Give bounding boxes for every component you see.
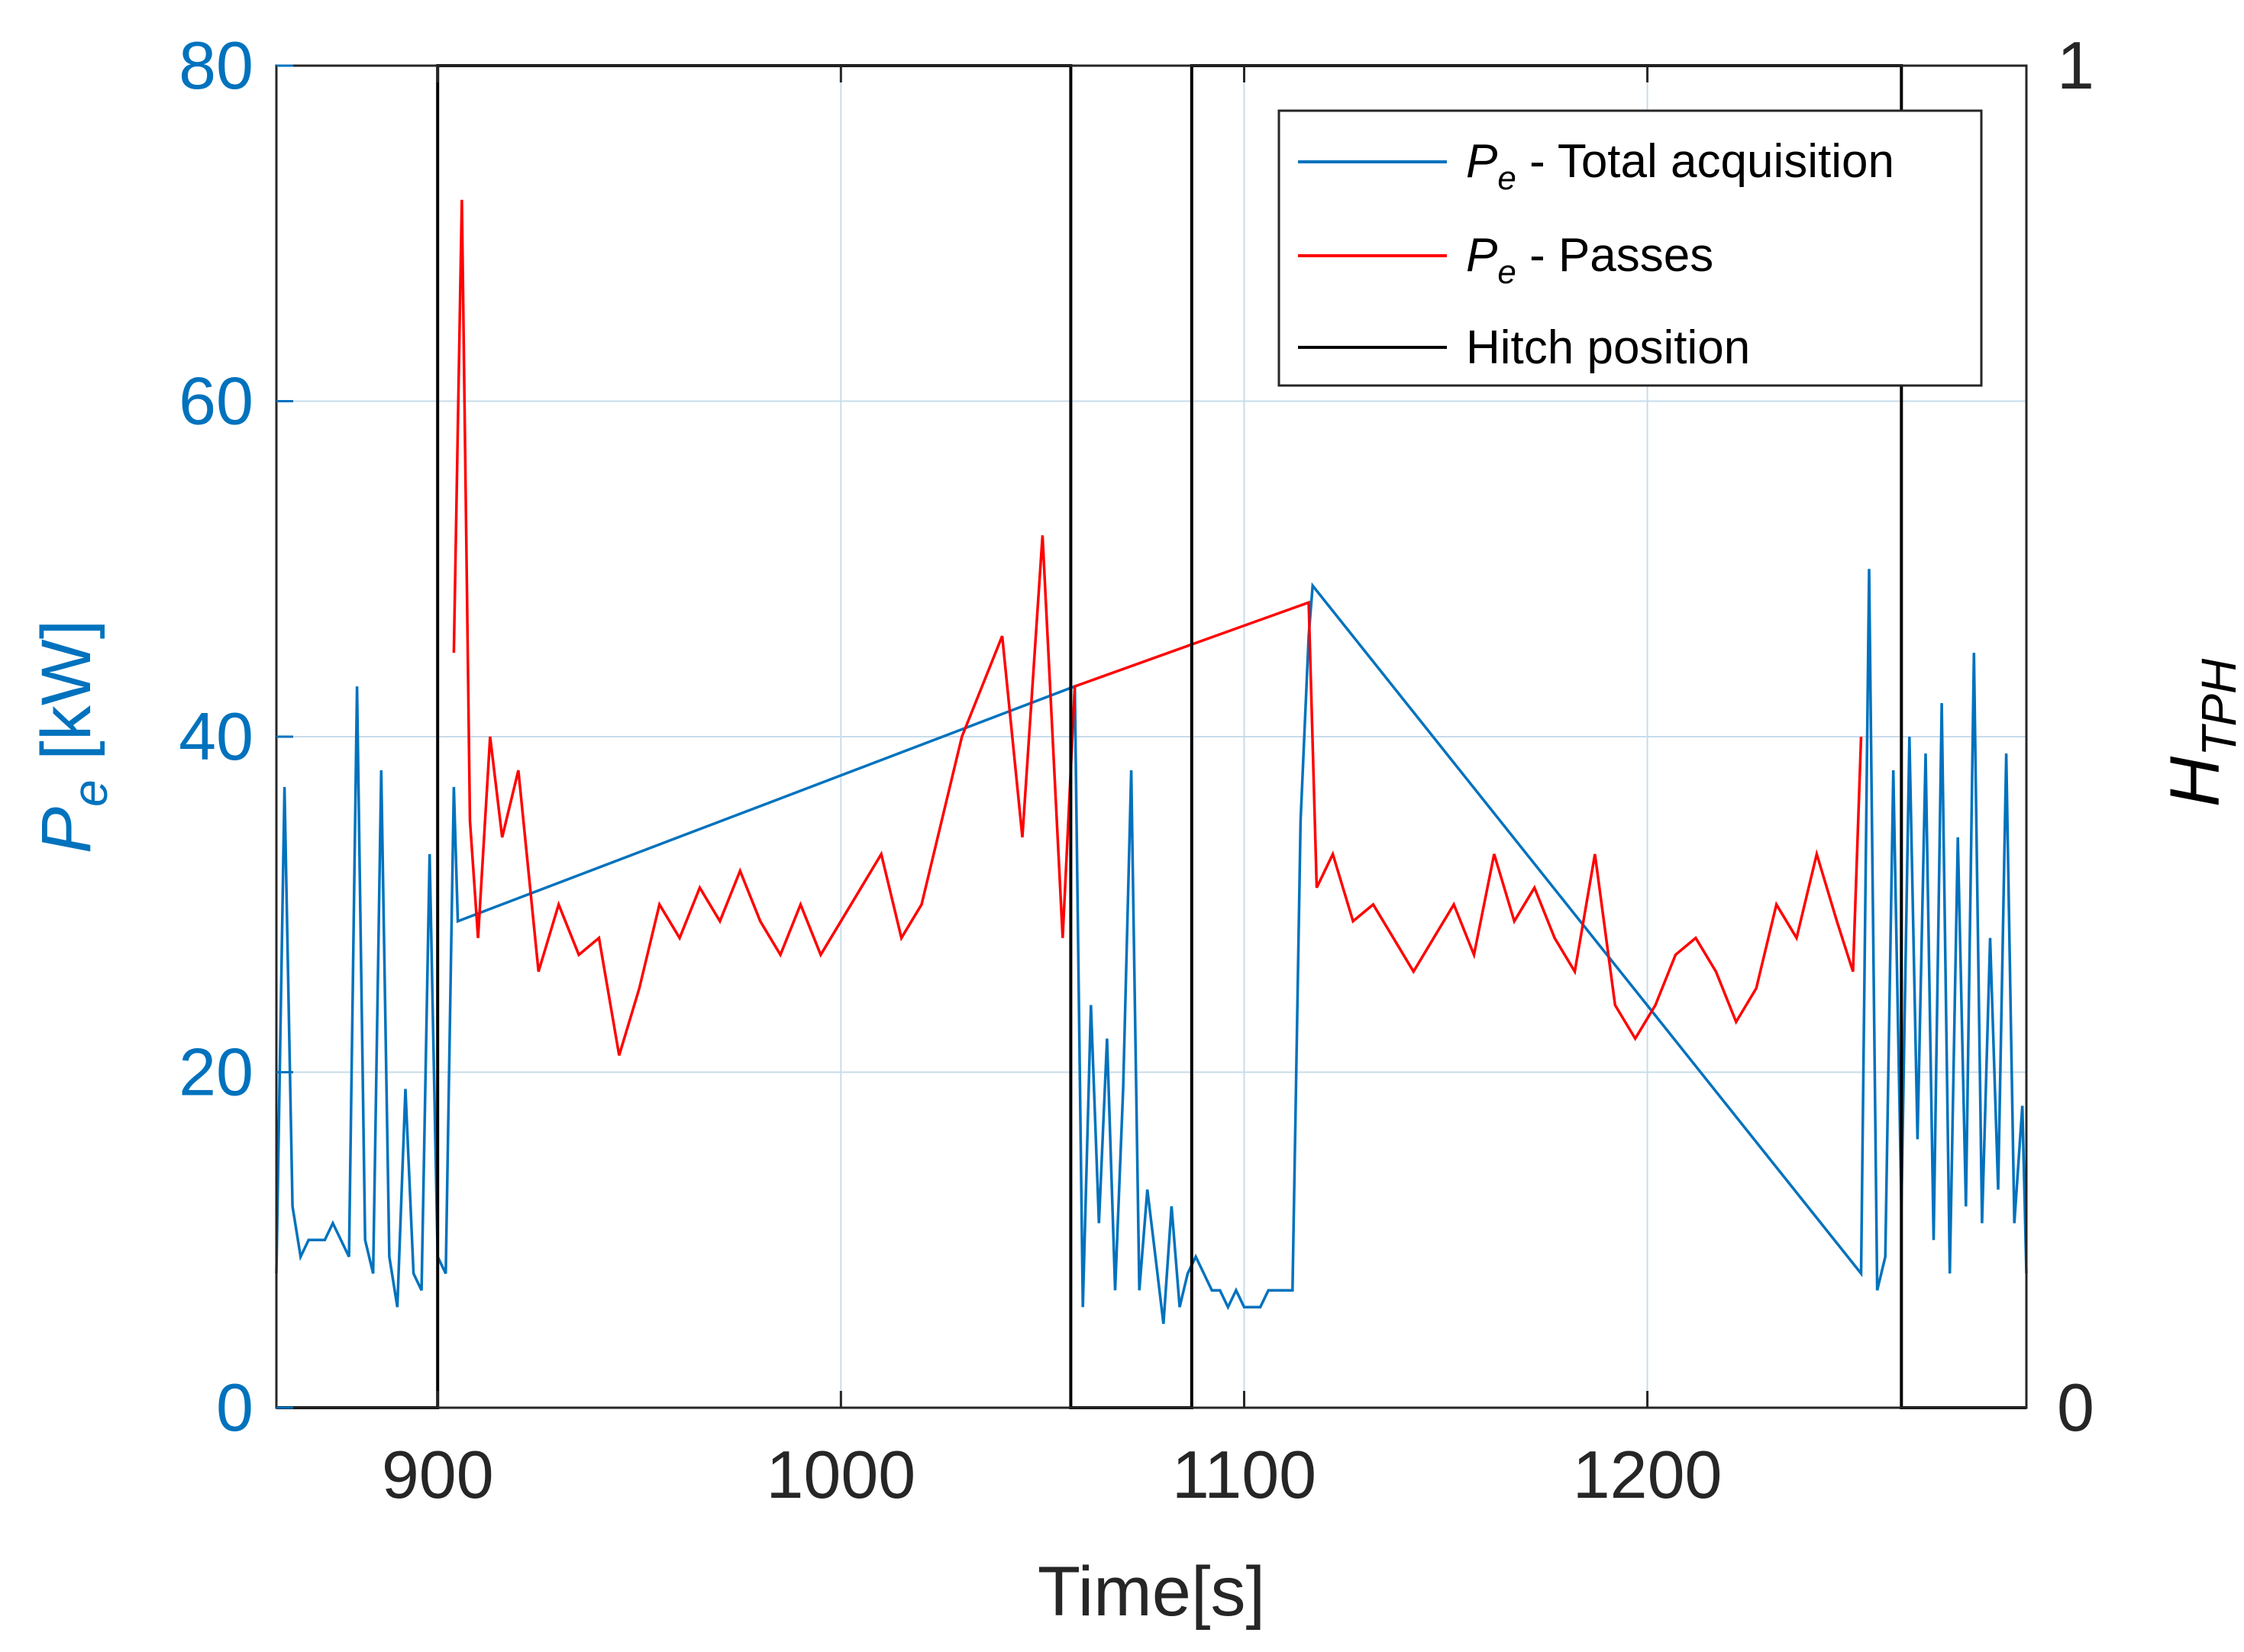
legend: Pe - Total acquisition Pe - Passes Hitch… xyxy=(1277,109,1983,387)
y-right-tick-label: 1 xyxy=(2057,27,2094,103)
y-left-tick-label: 0 xyxy=(216,1370,253,1445)
series-line-passes xyxy=(452,199,1863,1057)
y-left-tick-label: 20 xyxy=(179,1034,253,1110)
y-right-tick-label: 0 xyxy=(2057,1370,2094,1445)
legend-passes-rest: - Passes xyxy=(1516,229,1713,282)
y-right-label-main: H xyxy=(2156,756,2234,807)
y-left-label-main: P xyxy=(27,807,105,853)
legend-box xyxy=(1277,109,1983,387)
tick-labels: 900 1000 1100 1200 0 20 40 60 80 0 1 xyxy=(179,27,2094,1512)
legend-total-rest: - Total acquisition xyxy=(1516,135,1894,188)
y-left-label-unit: [kW] xyxy=(27,620,105,780)
legend-passes-sub: e xyxy=(1497,253,1516,291)
x-axis-label: Time[s] xyxy=(1038,1553,1265,1631)
legend-total-sub: e xyxy=(1497,160,1516,197)
legend-passes-main: P xyxy=(1466,229,1497,282)
legend-label-passes: Pe - Passes xyxy=(1466,229,1713,291)
y-left-tick-label: 80 xyxy=(179,27,253,103)
legend-total-main: P xyxy=(1466,135,1497,188)
legend-label-hitch: Hitch position xyxy=(1466,321,1750,374)
x-tick-label: 900 xyxy=(382,1437,494,1512)
y-left-label-sub: e xyxy=(63,779,118,807)
y-axis-left-label: Pe [kW] xyxy=(27,620,118,853)
y-left-tick-label: 60 xyxy=(179,363,253,439)
legend-label-total: Pe - Total acquisition xyxy=(1466,135,1894,197)
y-right-label-sub: TPH xyxy=(2191,658,2244,757)
y-axis-right-label: HTPH xyxy=(2156,658,2244,807)
series-line-total-acquisition xyxy=(275,569,2028,1325)
x-tick-label: 1000 xyxy=(766,1437,915,1512)
ticks xyxy=(276,64,2026,1409)
x-tick-label: 1100 xyxy=(1172,1437,1316,1512)
y-left-tick-label: 40 xyxy=(179,699,253,774)
x-tick-label: 1200 xyxy=(1573,1437,1723,1512)
